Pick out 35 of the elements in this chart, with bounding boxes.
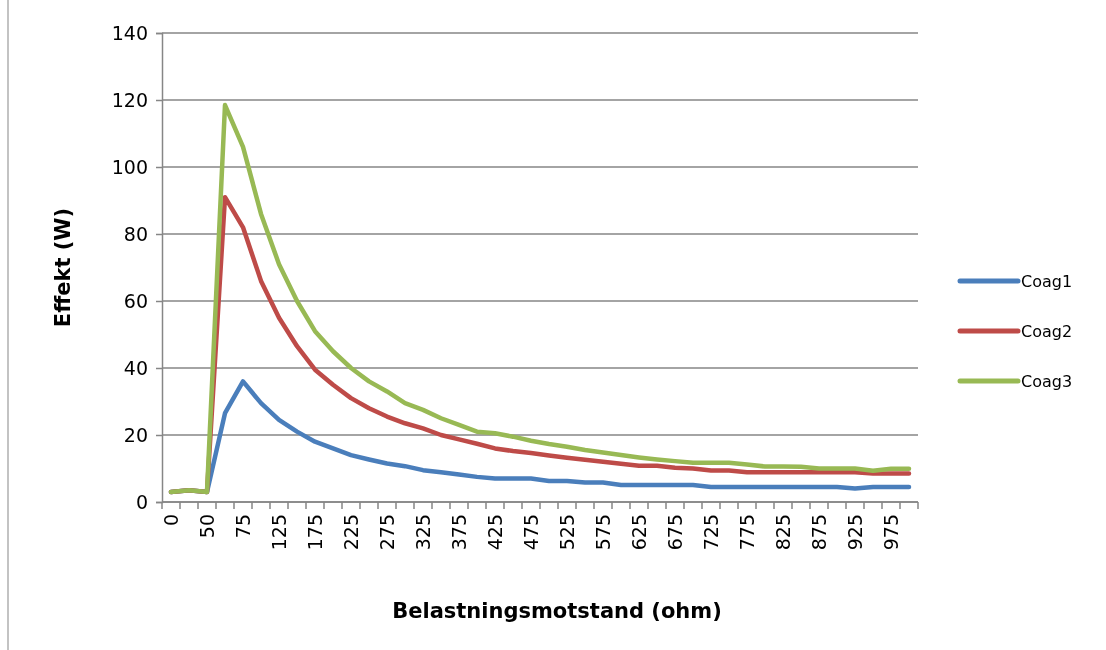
x-tick-label: 325 — [412, 514, 434, 551]
legend-label: Coag3 — [1021, 372, 1073, 391]
legend-label: Coag2 — [1021, 322, 1073, 341]
x-tick-label: 425 — [484, 514, 506, 551]
y-tick-label: 100 — [111, 155, 148, 178]
x-tick-label: 175 — [304, 514, 326, 551]
line-series — [168, 102, 912, 495]
x-tick-label: 525 — [556, 514, 578, 551]
y-tick-label: 120 — [111, 88, 148, 111]
y-tick-label: 140 — [111, 21, 148, 44]
x-tick-label: 0 — [160, 514, 182, 527]
y-tick-label: 0 — [135, 490, 148, 513]
x-tick-label: 50 — [196, 514, 218, 539]
x-tick-label: 825 — [772, 514, 794, 551]
x-tick-label: 575 — [592, 514, 614, 551]
y-tick-label: 80 — [123, 222, 148, 245]
x-tick-label: 625 — [628, 514, 650, 551]
x-tick-label: 975 — [880, 514, 902, 551]
x-tick-label: 125 — [268, 514, 290, 551]
x-tick-label: 925 — [844, 514, 866, 551]
x-tick-label: 875 — [808, 514, 830, 551]
x-tick-label: 75 — [232, 514, 254, 539]
y-tick-label: 20 — [123, 423, 148, 446]
x-tick-label: 375 — [448, 514, 470, 551]
x-tick-label: 225 — [340, 514, 362, 551]
legend-label: Coag1 — [1021, 272, 1073, 291]
x-tick-label: 775 — [736, 514, 758, 551]
x-axis-title: Belastningsmotstand (ohm) — [392, 599, 722, 623]
x-tick-label: 275 — [376, 514, 398, 551]
y-tick-label: 60 — [123, 289, 148, 312]
x-tick-label: 725 — [700, 514, 722, 551]
y-axis-title: Effekt (W) — [51, 207, 75, 328]
y-tick-label: 40 — [123, 356, 148, 379]
x-tick-label: 675 — [664, 514, 686, 551]
x-tick-label: 475 — [520, 514, 542, 551]
